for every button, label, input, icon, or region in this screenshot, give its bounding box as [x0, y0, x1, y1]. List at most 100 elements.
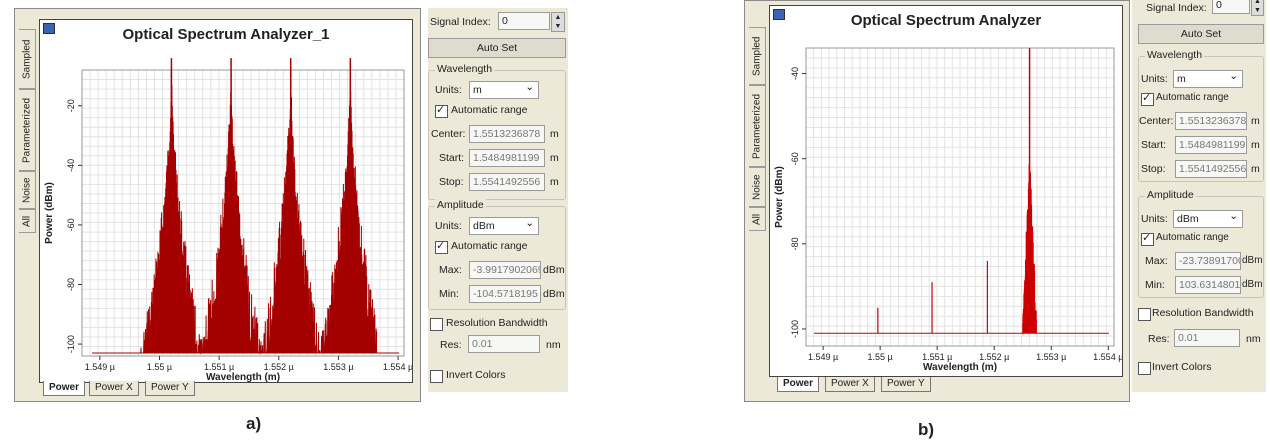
- panel-a: Sampled Parameterized Noise All Optical …: [0, 0, 600, 444]
- tab-sampled[interactable]: Sampled: [749, 27, 766, 85]
- signal-index-field[interactable]: 0: [498, 12, 550, 30]
- amp-auto-range-label: Automatic range: [1156, 232, 1229, 243]
- wl-units-select[interactable]: m: [1173, 68, 1243, 88]
- amp-units-select[interactable]: dBm: [469, 215, 539, 235]
- stop-label: Stop:: [1141, 163, 1166, 175]
- amplitude-group-title: Amplitude: [1145, 189, 1196, 201]
- tab-all[interactable]: All: [19, 209, 36, 233]
- tab-power-y[interactable]: Power Y: [881, 377, 931, 392]
- tab-power-y[interactable]: Power Y: [145, 381, 195, 396]
- center-field[interactable]: 1.5513236878: [469, 125, 545, 143]
- res-field[interactable]: 0.01: [1174, 329, 1240, 347]
- osa-window-a: Sampled Parameterized Noise All Optical …: [14, 8, 421, 402]
- plot-area-a: Optical Spectrum Analyzer_1 1.549 µ 1.55 …: [39, 19, 413, 383]
- max-field[interactable]: -3.99179020695: [469, 261, 541, 279]
- max-field[interactable]: -23.738917008: [1175, 252, 1241, 270]
- wavelength-group: Wavelength Units: m Automatic range Cent…: [1138, 49, 1264, 182]
- center-field[interactable]: 1.5513236378: [1175, 112, 1247, 130]
- spectrum-chart-a: 1.549 µ 1.55 µ 1.551 µ 1.552 µ 1.553 µ 1.554 …: [44, 58, 412, 382]
- invert-colors-checkbox[interactable]: [430, 370, 443, 383]
- amp-auto-range-checkbox[interactable]: [1141, 231, 1154, 246]
- signal-index-spinner[interactable]: ▲ ▼: [1251, 0, 1264, 16]
- plot-border: [805, 47, 1115, 347]
- stop-unit: m: [550, 176, 559, 188]
- tab-power[interactable]: Power: [777, 377, 820, 392]
- max-label: Max:: [439, 264, 462, 276]
- start-field[interactable]: 1.5484981199: [1175, 136, 1247, 154]
- start-label: Start:: [1141, 139, 1167, 151]
- resolution-bandwidth-checkbox[interactable]: [1138, 308, 1151, 321]
- x-tick-label: 1.553 µ: [1036, 352, 1066, 362]
- min-unit: dBm: [1242, 279, 1263, 290]
- invert-colors-label: Invert Colors: [446, 369, 506, 381]
- res-label: Res:: [1148, 333, 1170, 345]
- resolution-bandwidth-checkbox[interactable]: [430, 318, 443, 331]
- x-tick-label: 1.551 µ: [204, 362, 234, 372]
- wavelength-group-title: Wavelength: [435, 63, 495, 75]
- invert-colors-label: Invert Colors: [1152, 361, 1212, 373]
- tab-sampled[interactable]: Sampled: [19, 29, 36, 89]
- y-tick-label: -40: [66, 159, 76, 172]
- min-label: Min:: [439, 288, 459, 300]
- resolution-bandwidth-label: Resolution Bandwidth: [446, 317, 548, 329]
- wl-units-label: Units:: [1141, 73, 1168, 85]
- wl-auto-range-checkbox[interactable]: [1141, 91, 1154, 106]
- signal-index-spinner[interactable]: ▲ ▼: [551, 12, 565, 32]
- tab-parameterized[interactable]: Parameterized: [749, 85, 766, 167]
- x-tick-label: 1.554 µ: [383, 362, 412, 372]
- amplitude-group-title: Amplitude: [435, 199, 486, 211]
- auto-set-button[interactable]: Auto Set: [1138, 24, 1264, 44]
- x-axis-label: Wavelength (m): [923, 362, 997, 373]
- x-tick-label: 1.55 µ: [868, 352, 893, 362]
- start-label: Start:: [439, 152, 465, 164]
- signal-index-field[interactable]: 0: [1212, 0, 1250, 14]
- min-field[interactable]: 103.6314801: [1175, 276, 1241, 294]
- res-label: Res:: [440, 339, 462, 351]
- x-axis-label: Wavelength (m): [206, 372, 280, 382]
- tab-parameterized[interactable]: Parameterized: [19, 89, 36, 171]
- auto-set-button[interactable]: Auto Set: [428, 38, 566, 58]
- spectrum-chart-b: 1.549 µ 1.55 µ 1.551 µ 1.552 µ 1.553 µ 1.554 …: [774, 47, 1122, 373]
- tab-noise[interactable]: Noise: [749, 167, 766, 207]
- tab-all[interactable]: All: [749, 207, 766, 231]
- tab-power-x[interactable]: Power X: [825, 377, 875, 392]
- amp-units-select[interactable]: dBm: [1173, 208, 1243, 228]
- wl-units-select[interactable]: m: [469, 79, 539, 99]
- invert-colors-checkbox[interactable]: [1138, 362, 1151, 375]
- resolution-bandwidth-label: Resolution Bandwidth: [1152, 307, 1254, 319]
- plot-border: [81, 69, 405, 357]
- y-axis-label: Power (dBm): [44, 182, 55, 244]
- chart-title: Optical Spectrum Analyzer: [850, 12, 1042, 29]
- tab-noise[interactable]: Noise: [19, 171, 36, 209]
- tab-power[interactable]: Power: [43, 381, 86, 396]
- min-label: Min:: [1145, 279, 1165, 291]
- max-label: Max:: [1145, 255, 1168, 267]
- wl-units-label: Units:: [435, 84, 462, 96]
- x-tick-label: 1.551 µ: [922, 352, 952, 362]
- stop-unit: m: [1251, 163, 1260, 175]
- y-tick-label: -60: [790, 152, 800, 165]
- stop-field[interactable]: 1.5541492556: [1175, 160, 1247, 178]
- amp-auto-range-checkbox[interactable]: [435, 239, 448, 254]
- tab-power-x[interactable]: Power X: [89, 381, 139, 396]
- wl-auto-range-label: Automatic range: [451, 104, 528, 116]
- res-unit: nm: [546, 339, 561, 351]
- start-unit: m: [1251, 139, 1260, 151]
- center-label: Center:: [1139, 115, 1174, 127]
- center-label: Center:: [431, 128, 466, 140]
- horizontal-tabs-a: Power Power X Power Y: [39, 381, 411, 397]
- y-tick-label: -100: [790, 320, 800, 338]
- y-tick-label: -80: [790, 237, 800, 250]
- y-tick-label: -20: [66, 99, 76, 112]
- start-field[interactable]: 1.5484981199: [469, 149, 545, 167]
- res-field[interactable]: 0.01: [468, 335, 540, 353]
- stop-field[interactable]: 1.5541492556: [469, 173, 545, 191]
- signal-index-label: Signal Index:: [430, 16, 491, 28]
- wl-auto-range-checkbox[interactable]: [435, 103, 448, 118]
- x-tick-label: 1.549 µ: [85, 362, 115, 372]
- min-field[interactable]: -104.5718195: [469, 285, 541, 303]
- caption-b: b): [918, 420, 935, 439]
- x-tick-label: 1.552 µ: [264, 362, 294, 372]
- chart-title: Optical Spectrum Analyzer_1: [122, 26, 330, 43]
